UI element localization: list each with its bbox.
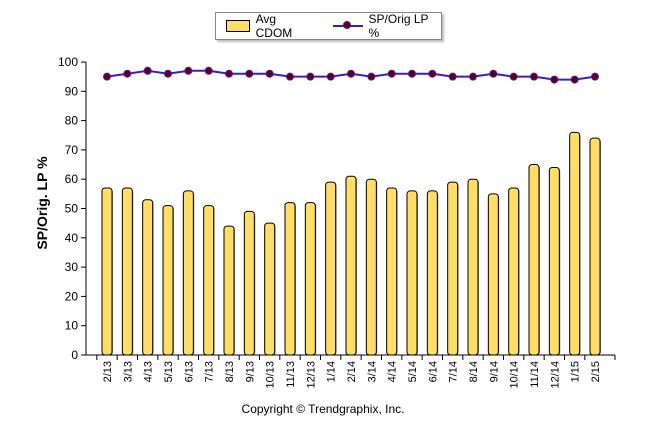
bar [101, 187, 113, 356]
line-point [509, 72, 518, 81]
y-axis-label: SP/Orig. LP % [34, 156, 50, 250]
line-point [408, 69, 416, 78]
bar [142, 199, 154, 356]
x-tick-label: 1/14 [326, 361, 338, 382]
x-tick-label: 3/13 [122, 361, 134, 382]
x-tick-label: 5/14 [407, 361, 419, 382]
line-point [550, 75, 559, 84]
line-point [225, 69, 233, 78]
x-tick-label: 12/13 [305, 361, 317, 389]
y-tick-label: 0 [71, 348, 78, 362]
bar [589, 137, 601, 356]
bar [345, 175, 357, 356]
y-tick-label: 20 [65, 289, 79, 303]
line-point [143, 66, 152, 75]
legend-label: SP/Orig LP % [368, 12, 429, 40]
x-tick-label: 4/14 [387, 361, 399, 382]
x-tick-label: 10/13 [265, 361, 277, 389]
bar [223, 225, 235, 356]
x-tick-label: 9/13 [244, 361, 256, 382]
legend-swatch-bar [226, 20, 250, 32]
x-tick-label: 7/14 [448, 361, 460, 382]
line-point [184, 66, 193, 75]
y-tick-label: 60 [65, 172, 79, 186]
x-tick-label: 3/14 [366, 361, 378, 382]
legend-item-avg-cdom: Avg CDOM [226, 12, 315, 40]
x-tick-label: 4/13 [143, 361, 155, 382]
bar [467, 178, 479, 356]
line-point [164, 69, 172, 78]
y-tick-label: 80 [65, 114, 79, 128]
line-point [570, 75, 579, 84]
x-tick-label: 10/14 [509, 361, 521, 389]
x-tick-label: 11/13 [285, 361, 297, 388]
line-point [428, 69, 437, 78]
bar [569, 131, 581, 356]
line-point [469, 72, 477, 81]
line-point [204, 66, 213, 75]
legend-label: Avg CDOM [255, 12, 293, 40]
x-tick-label: 9/14 [488, 361, 500, 382]
bar [121, 187, 133, 356]
bar [406, 190, 418, 356]
x-tick-label: 12/14 [549, 361, 561, 389]
legend-item-sp-orig-lp: SP/Orig LP % [325, 12, 441, 40]
y-tick-label: 50 [65, 202, 79, 216]
copyright: Copyright © Trendgraphix, Inc. [241, 402, 405, 416]
bar [162, 205, 174, 356]
bar [508, 187, 520, 356]
line-point [387, 69, 396, 78]
x-tick-label: 2/14 [346, 361, 358, 382]
bar [365, 178, 377, 356]
y-tick-label: 100 [58, 55, 78, 69]
line-point [530, 72, 538, 81]
bar [426, 190, 438, 356]
line-point [123, 69, 132, 78]
x-tick-label: 1/15 [570, 361, 582, 382]
line-point [286, 72, 294, 81]
y-tick-label: 90 [65, 84, 79, 98]
y-tick-label: 30 [65, 260, 79, 274]
x-tick-label: 5/13 [163, 361, 175, 382]
bar [304, 202, 316, 356]
line-point [265, 69, 274, 78]
line-point [367, 72, 376, 81]
bar [325, 181, 337, 356]
line-point [103, 72, 111, 81]
bar [528, 164, 540, 356]
legend: Avg CDOM SP/Orig LP % [215, 12, 442, 40]
bar [182, 190, 194, 356]
bar [284, 202, 296, 356]
y-tick-label: 70 [65, 143, 79, 157]
x-tick-label: 2/13 [102, 361, 114, 382]
x-tick-label: 8/14 [468, 361, 480, 382]
x-tick-label: 11/14 [529, 361, 541, 388]
y-tick-label: 40 [65, 231, 79, 245]
line-point [347, 69, 355, 78]
bar [264, 222, 276, 356]
x-tick-label: 7/13 [204, 361, 216, 382]
line-point [306, 72, 315, 81]
y-tick-label: 10 [65, 319, 79, 333]
bar [203, 205, 215, 356]
bar [447, 181, 459, 356]
line-point [591, 72, 599, 81]
line-point [326, 72, 335, 81]
line-point [489, 69, 498, 78]
legend-swatch-line [333, 20, 363, 32]
bar [386, 187, 398, 356]
line-point [448, 72, 457, 81]
x-tick-label: 8/13 [224, 361, 236, 382]
x-tick-label: 2/15 [590, 361, 602, 382]
line-point [245, 69, 254, 78]
x-tick-label: 6/13 [183, 361, 195, 382]
bar [487, 193, 499, 356]
bar [548, 166, 560, 356]
x-tick-label: 6/14 [427, 361, 439, 382]
bar [243, 210, 255, 356]
